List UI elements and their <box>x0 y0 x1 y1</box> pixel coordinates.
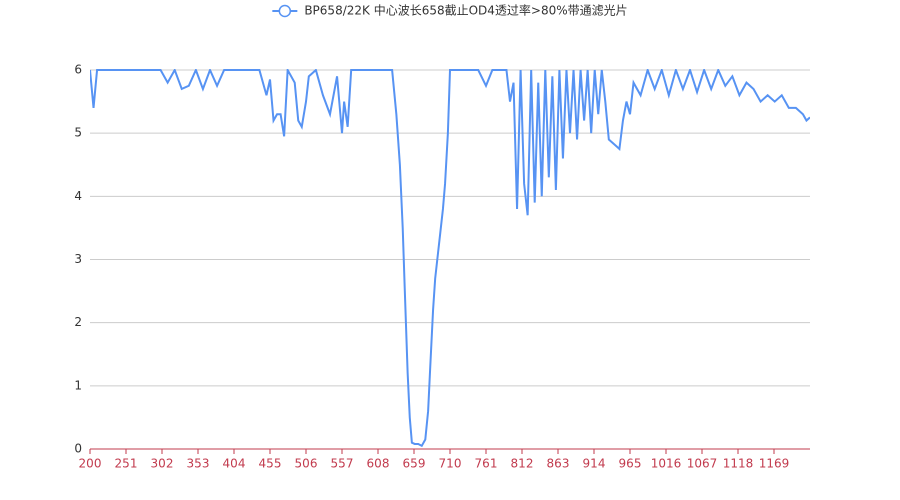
legend: BP658/22K 中心波长658截止OD4透过率>80%带通滤光片 <box>272 3 628 18</box>
y-tick-label: 6 <box>74 63 82 77</box>
x-tick-label: 659 <box>403 457 426 471</box>
y-tick-label: 3 <box>74 252 82 266</box>
x-tick-label: 251 <box>115 457 138 471</box>
legend-label: BP658/22K 中心波长658截止OD4透过率>80%带通滤光片 <box>304 3 627 18</box>
y-tick-label: 1 <box>74 378 82 392</box>
x-tick-label: 404 <box>223 457 246 471</box>
x-tick-label: 557 <box>331 457 354 471</box>
x-tick-label: 353 <box>187 457 210 471</box>
x-tick-label: 710 <box>439 457 462 471</box>
legend-symbol <box>278 4 292 18</box>
x-tick-label: 761 <box>475 457 498 471</box>
x-tick-label: 200 <box>79 457 102 471</box>
x-tick-label: 506 <box>295 457 318 471</box>
x-tick-label: 1169 <box>759 457 790 471</box>
x-tick-label: 608 <box>367 457 390 471</box>
data-line <box>90 69 810 448</box>
x-tick-label: 863 <box>547 457 570 471</box>
y-tick-label: 5 <box>74 126 82 140</box>
x-tick-label: 1016 <box>651 457 682 471</box>
x-tick-label: 965 <box>619 457 642 471</box>
x-tick-label: 812 <box>511 457 534 471</box>
x-tick-label: 1118 <box>723 457 754 471</box>
x-tick-label: 914 <box>583 457 606 471</box>
y-tick-label: 2 <box>74 315 82 329</box>
x-tick-label: 302 <box>151 457 174 471</box>
y-tick-label: 4 <box>74 189 82 203</box>
x-tick-label: 1067 <box>687 457 718 471</box>
y-tick-label: 0 <box>74 442 82 456</box>
x-tick-label: 455 <box>259 457 282 471</box>
